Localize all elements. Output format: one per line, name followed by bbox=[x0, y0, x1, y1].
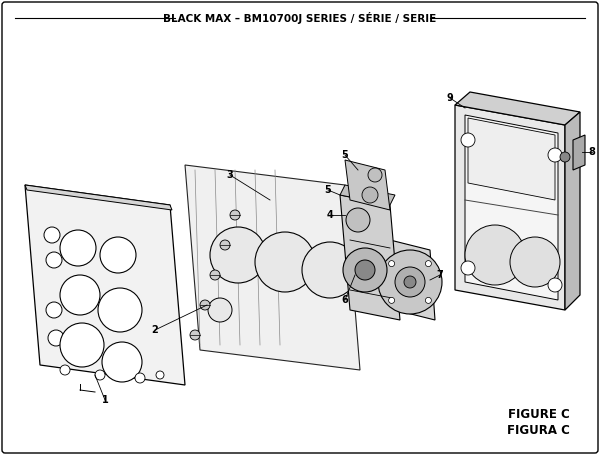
Polygon shape bbox=[455, 105, 565, 310]
Circle shape bbox=[98, 288, 142, 332]
Circle shape bbox=[560, 152, 570, 162]
Circle shape bbox=[461, 261, 475, 275]
Polygon shape bbox=[340, 185, 395, 205]
Circle shape bbox=[60, 365, 70, 375]
Text: 9: 9 bbox=[446, 93, 454, 103]
Circle shape bbox=[425, 261, 431, 267]
Circle shape bbox=[208, 298, 232, 322]
Circle shape bbox=[200, 300, 210, 310]
Text: 2: 2 bbox=[152, 325, 158, 335]
Text: 8: 8 bbox=[589, 147, 595, 157]
Circle shape bbox=[465, 225, 525, 285]
Circle shape bbox=[135, 373, 145, 383]
Circle shape bbox=[362, 187, 378, 203]
Circle shape bbox=[100, 237, 136, 273]
Circle shape bbox=[378, 250, 442, 314]
Circle shape bbox=[346, 208, 370, 232]
Polygon shape bbox=[468, 118, 555, 200]
Text: 5: 5 bbox=[325, 185, 331, 195]
Text: 3: 3 bbox=[227, 170, 233, 180]
Circle shape bbox=[425, 298, 431, 303]
Polygon shape bbox=[390, 240, 435, 320]
Circle shape bbox=[60, 323, 104, 367]
Circle shape bbox=[60, 230, 96, 266]
Polygon shape bbox=[340, 195, 400, 320]
Circle shape bbox=[210, 227, 266, 283]
Text: FIGURE C: FIGURE C bbox=[508, 409, 570, 421]
Circle shape bbox=[548, 148, 562, 162]
Text: 5: 5 bbox=[341, 150, 349, 160]
Circle shape bbox=[190, 330, 200, 340]
Circle shape bbox=[255, 232, 315, 292]
Circle shape bbox=[95, 370, 105, 380]
Circle shape bbox=[395, 267, 425, 297]
Circle shape bbox=[46, 252, 62, 268]
Text: FIGURA C: FIGURA C bbox=[507, 424, 570, 436]
Polygon shape bbox=[565, 112, 580, 310]
Polygon shape bbox=[25, 185, 185, 385]
Polygon shape bbox=[465, 115, 558, 300]
Text: 6: 6 bbox=[341, 295, 349, 305]
Circle shape bbox=[343, 248, 387, 292]
Circle shape bbox=[44, 227, 60, 243]
Text: 7: 7 bbox=[437, 270, 443, 280]
Circle shape bbox=[355, 260, 375, 280]
Circle shape bbox=[389, 261, 395, 267]
Circle shape bbox=[302, 242, 358, 298]
Circle shape bbox=[548, 278, 562, 292]
Circle shape bbox=[368, 168, 382, 182]
Circle shape bbox=[230, 210, 240, 220]
Polygon shape bbox=[573, 135, 585, 170]
Polygon shape bbox=[185, 165, 360, 370]
Circle shape bbox=[48, 330, 64, 346]
Polygon shape bbox=[25, 185, 172, 210]
Text: 1: 1 bbox=[101, 395, 109, 405]
Circle shape bbox=[60, 275, 100, 315]
Circle shape bbox=[156, 371, 164, 379]
Circle shape bbox=[46, 302, 62, 318]
Circle shape bbox=[220, 240, 230, 250]
Circle shape bbox=[510, 237, 560, 287]
Circle shape bbox=[102, 342, 142, 382]
Polygon shape bbox=[455, 92, 580, 125]
Text: 4: 4 bbox=[326, 210, 334, 220]
Text: BLACK MAX – BM10700J SERIES / SÉRIE / SERIE: BLACK MAX – BM10700J SERIES / SÉRIE / SE… bbox=[163, 12, 437, 24]
Polygon shape bbox=[345, 160, 390, 210]
Circle shape bbox=[210, 270, 220, 280]
Circle shape bbox=[404, 276, 416, 288]
Circle shape bbox=[389, 298, 395, 303]
Circle shape bbox=[461, 133, 475, 147]
